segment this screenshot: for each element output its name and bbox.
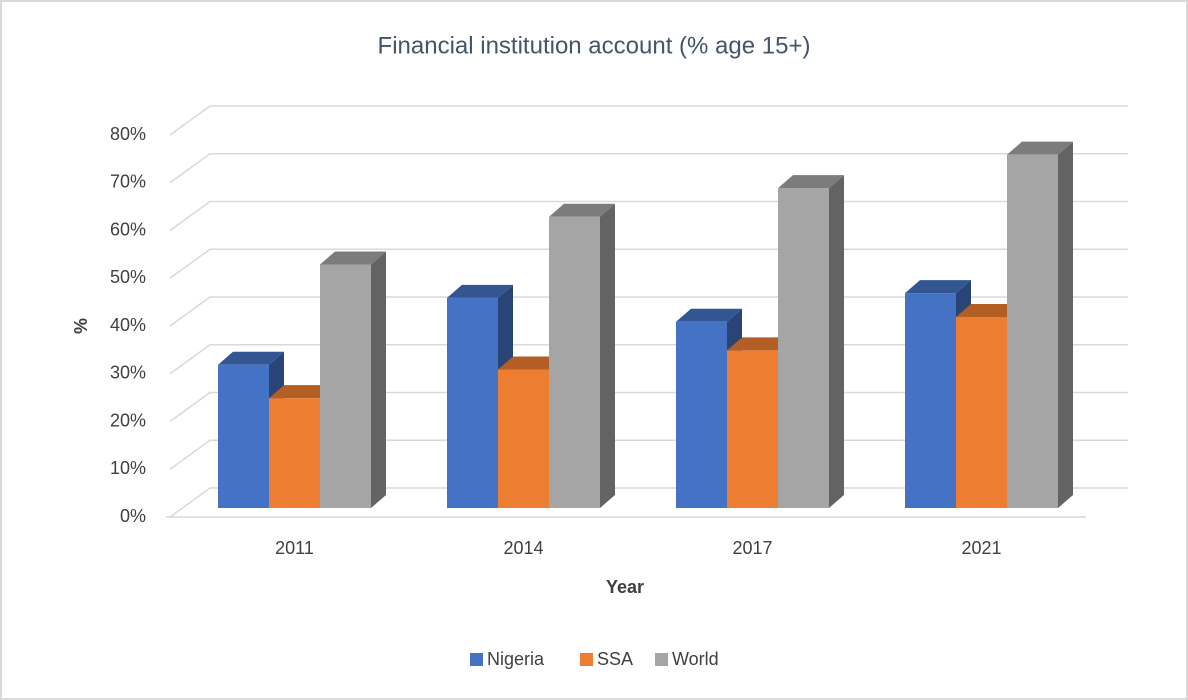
bar-top [727,337,793,351]
x-tick-label: 2021 [961,538,1001,558]
bar-top [269,385,335,399]
x-tick-label: 2017 [732,538,772,558]
bar-top [549,203,615,217]
x-tick-label: 2014 [503,538,543,558]
legend-label: Nigeria [487,649,545,669]
bar [447,297,498,508]
x-tick-label: 2011 [275,538,314,558]
bar-top [905,280,971,294]
bar-top [676,308,742,322]
legend-swatch [655,653,668,666]
bar-side [600,203,615,508]
bar-side [371,251,386,508]
y-tick-label: 20% [110,410,146,430]
legend-label: SSA [597,649,633,669]
y-axis-label: % [71,318,91,334]
x-axis-label: Year [606,577,644,597]
bar-top [218,351,284,365]
bar [727,350,778,508]
bar-top [1007,141,1073,155]
bar [218,364,269,508]
bar [778,188,829,508]
y-tick-label: 10% [110,458,146,478]
bar [549,216,600,508]
bar-side [829,175,844,508]
grid-line [169,105,1128,136]
bar-top [778,175,844,189]
bar [1007,154,1058,508]
legend-label: World [672,649,719,669]
bar [676,321,727,508]
bar-top [447,284,513,298]
y-tick-label: 30% [110,363,146,383]
bar [956,317,1007,508]
grid-line [169,153,1128,184]
legend-swatch [580,653,593,666]
y-tick-label: 50% [110,267,146,287]
bar-top [498,356,564,370]
bar [498,369,549,508]
bar-top [320,251,386,265]
y-tick-label: 60% [110,219,146,239]
y-tick-label: 80% [110,124,146,144]
y-tick-label: 70% [110,172,146,192]
chart-title: Financial institution account (% age 15+… [378,32,811,59]
bar [269,398,320,508]
bar [905,293,956,508]
legend-swatch [470,653,483,666]
bar [320,264,371,508]
y-tick-label: 0% [120,506,146,526]
bar-side [1058,141,1073,508]
bar-top [956,304,1022,317]
y-tick-label: 40% [110,315,146,335]
